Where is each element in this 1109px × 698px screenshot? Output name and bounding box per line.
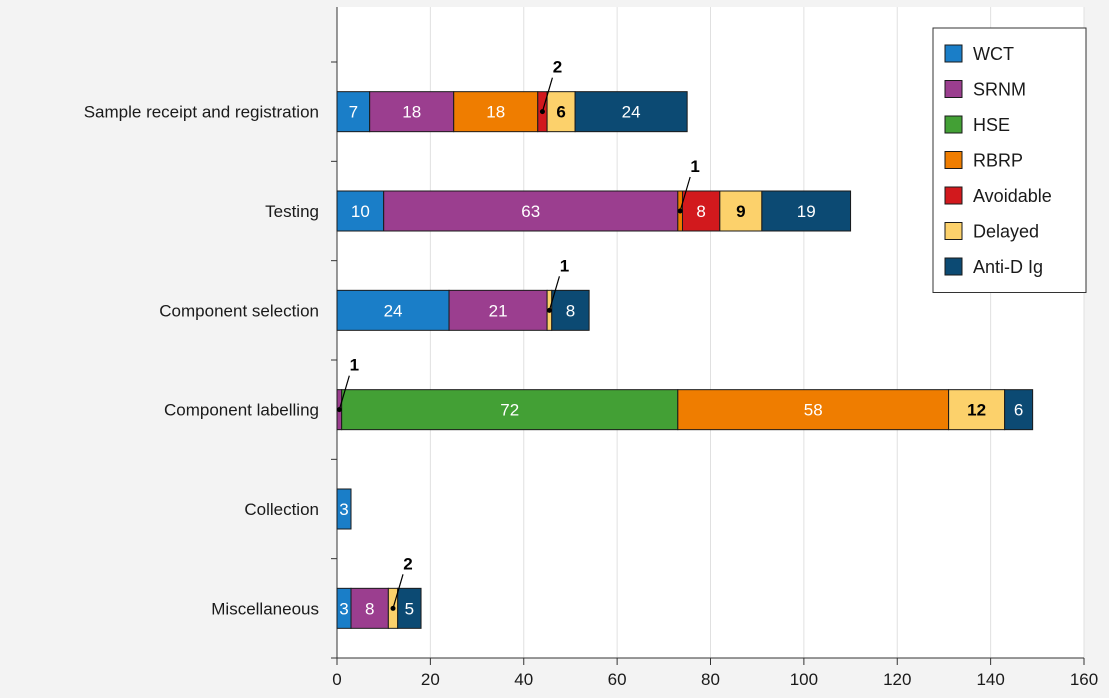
callout-leader	[548, 276, 561, 311]
bar-value-label: 10	[351, 202, 370, 221]
bar-segment	[369, 91, 455, 133]
bar-value-label: 21	[489, 301, 508, 320]
category-label: Testing	[265, 202, 319, 221]
callout-label: 1	[350, 356, 359, 375]
x-tick-label: 120	[883, 670, 911, 689]
bar-value-label: 3	[339, 500, 348, 519]
callout-leader	[392, 574, 404, 609]
bar-value-label: 18	[486, 103, 505, 122]
bar-value-label: 12	[967, 401, 986, 420]
x-tick-label: 140	[976, 670, 1004, 689]
bar-value-label: 58	[804, 401, 823, 420]
callout-leader	[679, 176, 691, 212]
bar-value-label: 24	[622, 103, 641, 122]
bar-value-label: 8	[696, 202, 705, 221]
legend: WCT SRNM HSE RBRP Avoidable Delayed Anti-D Ig	[932, 27, 1087, 293]
legend-label: Delayed	[973, 222, 1039, 242]
bar-segment	[350, 587, 389, 629]
bar-value-label: 24	[384, 301, 403, 320]
legend-swatch	[944, 257, 963, 276]
x-tick-label: 20	[421, 670, 440, 689]
bar-value-label: 7	[349, 103, 358, 122]
bar-segment	[551, 289, 590, 331]
bar-value-label: 3	[339, 599, 348, 618]
legend-swatch	[944, 222, 963, 240]
callout-leader	[338, 375, 350, 410]
bar-segment	[336, 289, 450, 331]
bar-segment	[1004, 389, 1034, 431]
callout-label: 2	[403, 554, 412, 573]
x-tick-label: 100	[790, 670, 818, 689]
legend-swatch	[944, 186, 963, 205]
bar-segment	[574, 91, 688, 133]
bar-segment	[336, 190, 385, 232]
bar-segment	[397, 587, 422, 629]
category-label: Collection	[244, 500, 319, 519]
bar-value-label: 63	[521, 202, 540, 221]
bar-value-label: 5	[405, 599, 414, 618]
bar-segment	[677, 389, 950, 431]
x-tick-label: 160	[1070, 670, 1098, 689]
bar-value-label: 18	[402, 103, 421, 122]
legend-label: HSE	[973, 115, 1010, 135]
bar-value-label: 6	[556, 103, 565, 122]
category-label: Component labelling	[164, 401, 319, 420]
bar-segment	[453, 91, 539, 133]
legend-label: Avoidable	[973, 186, 1052, 206]
bar-value-label: 6	[1014, 401, 1023, 420]
bar-segment	[719, 190, 763, 232]
bar-segment	[448, 289, 548, 331]
axes: 0 20 40 60 80 100 120 140 160 Sample receipt and …	[84, 7, 1098, 689]
bar-value-label: 8	[365, 599, 374, 618]
x-tick-label: 0	[332, 670, 341, 689]
legend-swatch	[944, 115, 963, 134]
legend-label: Anti-D Ig	[973, 257, 1043, 277]
legend-swatch	[944, 44, 963, 63]
x-tick-label: 40	[514, 670, 533, 689]
x-tick-label: 60	[608, 670, 627, 689]
legend-label: WCT	[973, 44, 1014, 64]
bar-segment	[383, 190, 679, 232]
legend-label: RBRP	[973, 151, 1023, 171]
callout-label: 2	[553, 58, 562, 77]
callout-label: 1	[560, 256, 569, 275]
bar-segment	[336, 488, 352, 530]
category-label: Sample receipt and registration	[84, 103, 319, 122]
legend-swatch	[944, 80, 963, 98]
callout-label: 1	[690, 157, 699, 176]
category-label: Miscellaneous	[211, 599, 319, 618]
bar-segment	[681, 190, 721, 232]
category-label: Component selection	[159, 301, 319, 320]
bar-value-label: 9	[736, 202, 745, 221]
callout-leader	[541, 77, 554, 112]
legend-swatch	[944, 151, 963, 169]
bar-value-label: 72	[500, 401, 519, 420]
bar-segment	[761, 190, 852, 232]
bar-value-label: 8	[566, 301, 575, 320]
legend-label: SRNM	[973, 80, 1026, 100]
x-tick-label: 80	[701, 670, 720, 689]
bar-value-label: 19	[797, 202, 816, 221]
